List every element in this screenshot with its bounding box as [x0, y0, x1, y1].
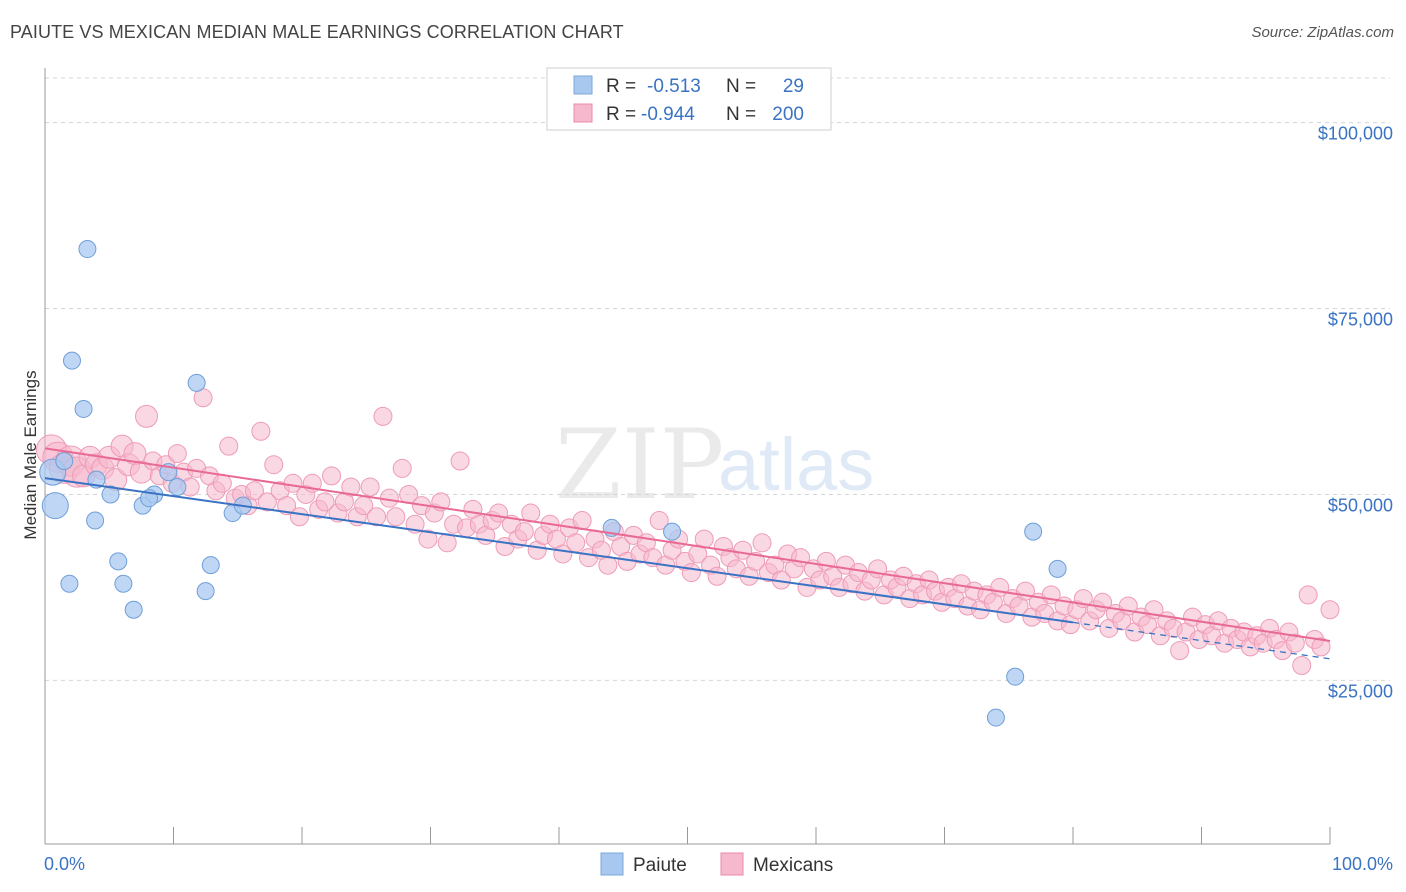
source-credit: Source: ZipAtlas.com — [1251, 24, 1394, 41]
y-tick-label: $100,000 — [1318, 124, 1393, 144]
point-mexicans — [1292, 656, 1312, 676]
trendline-paiute — [44, 477, 1074, 624]
legend-n-value-paiute: 29 — [783, 76, 804, 97]
y-tick-label: $50,000 — [1328, 495, 1393, 515]
bottom-legend-swatch-paiute — [600, 852, 624, 876]
point-mexicans — [1170, 641, 1190, 661]
point-mexicans — [167, 444, 187, 464]
point-mexicans — [264, 455, 284, 475]
legend-n-label-paiute: N = — [726, 76, 756, 97]
point-paiute — [62, 351, 81, 370]
point-mexicans — [341, 477, 361, 497]
point-mexicans — [386, 507, 406, 527]
point-mexicans — [315, 492, 335, 512]
point-mexicans — [392, 458, 412, 478]
point-paiute — [196, 582, 215, 601]
y-tick-labels: $25,000 $50,000 $75,000 $100,000 — [1318, 124, 1393, 702]
point-mexicans — [733, 540, 753, 560]
point-mexicans — [322, 466, 342, 486]
legend-r-label-mexicans: R = — [606, 104, 636, 125]
point-paiute — [986, 708, 1005, 727]
point-mexicans — [277, 496, 297, 516]
point-paiute — [74, 399, 93, 418]
point-mexicans — [367, 507, 387, 527]
point-mexicans — [360, 477, 380, 497]
point-mexicans — [1311, 637, 1331, 657]
legend-swatch-mexicans — [573, 103, 593, 123]
point-mexicans — [681, 563, 701, 583]
x-tick-labels: 0.0% 100.0% — [44, 854, 1393, 874]
watermark-atlas: atlas — [718, 423, 874, 506]
point-mexicans — [251, 421, 271, 441]
point-paiute — [187, 373, 206, 392]
legend-swatch-paiute — [573, 75, 593, 95]
point-paiute — [1024, 522, 1043, 541]
legend-r-label-paiute: R = — [606, 76, 636, 97]
point-paiute — [124, 600, 143, 619]
series-legend: Paiute Mexicans — [600, 852, 833, 876]
y-tick-label: $25,000 — [1328, 681, 1393, 701]
point-paiute — [663, 522, 682, 541]
legend-n-value-mexicans: 200 — [772, 104, 804, 125]
point-mexicans — [219, 436, 239, 456]
point-paiute — [78, 240, 97, 259]
point-mexicans — [1298, 585, 1318, 605]
legend-r-value-mexicans: -0.944 — [641, 104, 695, 125]
point-mexicans — [257, 492, 277, 512]
point-mexicans — [752, 533, 772, 553]
point-mexicans — [373, 406, 393, 426]
legend-n-label-mexicans: N = — [726, 104, 756, 125]
gridlines — [45, 77, 1390, 681]
bottom-legend-swatch-mexicans — [720, 852, 744, 876]
point-mexicans — [746, 551, 766, 571]
watermark-zip: ZIP — [555, 409, 724, 521]
trendlines — [44, 447, 1331, 660]
point-paiute — [114, 574, 133, 593]
correlation-legend: R = -0.513 N = 29 R = -0.944 N = 200 — [546, 67, 832, 131]
point-mexicans — [450, 451, 470, 471]
point-mexicans — [572, 510, 592, 530]
point-paiute — [1006, 667, 1025, 686]
point-paiute — [109, 552, 128, 571]
point-paiute — [168, 478, 187, 497]
point-mexicans — [135, 404, 159, 428]
point-mexicans — [566, 533, 586, 553]
bottom-legend-label-paiute: Paiute — [633, 855, 687, 876]
point-paiute — [101, 485, 120, 504]
point-mexicans — [244, 481, 264, 501]
y-tick-label: $75,000 — [1328, 310, 1393, 330]
point-mexicans — [418, 529, 438, 549]
point-mexicans — [437, 533, 457, 553]
point-paiute — [41, 492, 69, 520]
point-mexicans — [1285, 633, 1305, 653]
trendline-mexicans — [44, 447, 1331, 642]
bottom-legend-label-mexicans: Mexicans — [753, 855, 833, 876]
point-mexicans — [212, 473, 232, 493]
point-mexicans — [1320, 600, 1340, 620]
point-mexicans — [289, 507, 309, 527]
point-paiute — [86, 511, 105, 530]
point-mexicans — [514, 522, 534, 542]
point-paiute — [201, 556, 220, 575]
point-paiute — [55, 452, 74, 470]
point-mexicans — [649, 510, 669, 530]
watermark: ZIP atlas — [555, 409, 874, 521]
legend-r-value-paiute: -0.513 — [647, 76, 701, 97]
y-axis-title: Median Male Earnings — [21, 370, 40, 539]
x-tick-label: 0.0% — [44, 854, 85, 874]
point-mexicans — [707, 566, 727, 586]
point-paiute — [1048, 559, 1067, 578]
x-tick-label: 100.0% — [1332, 854, 1393, 874]
chart-title: PAIUTE VS MEXICAN MEDIAN MALE EARNINGS C… — [10, 22, 624, 42]
point-paiute — [60, 574, 79, 593]
